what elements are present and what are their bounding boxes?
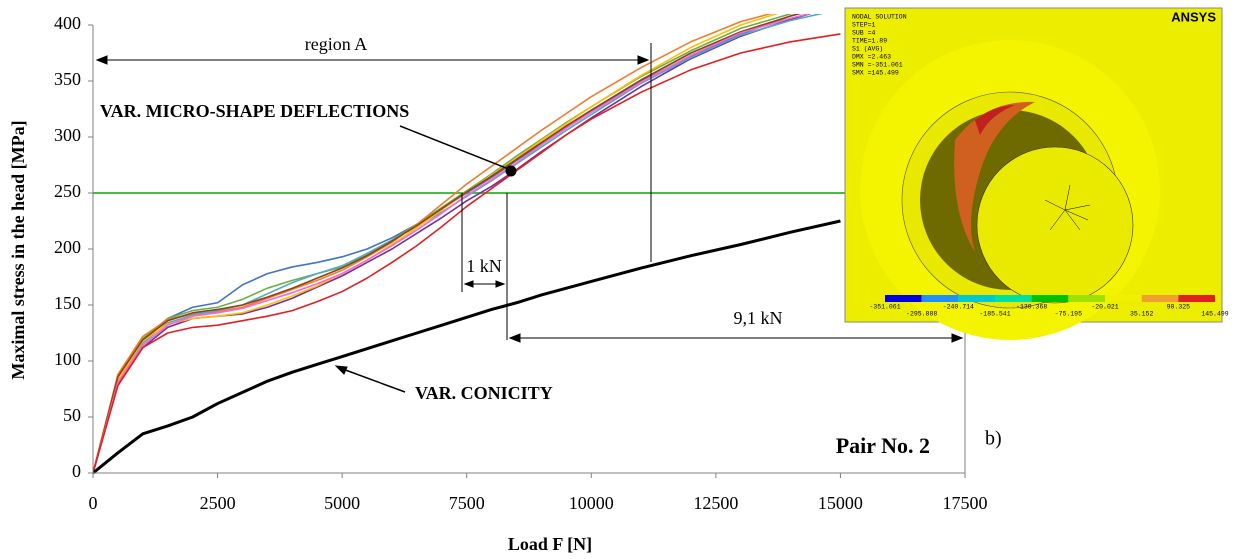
inset-header: SMN =-351.061 <box>852 62 903 69</box>
colorbar-label: -240.714 <box>943 304 974 311</box>
annotation: 9,1 kN <box>734 308 783 328</box>
series-line <box>93 9 840 473</box>
colorbar-swatch <box>1178 295 1215 302</box>
y-tick-label: 150 <box>54 293 81 313</box>
inset-header: NODAL SOLUTION <box>852 14 907 21</box>
inset-header: DMX =2.463 <box>852 54 891 61</box>
colorbar-label: -351.061 <box>869 304 900 311</box>
x-axis-title: Load F [N] <box>508 534 592 554</box>
colorbar-label: -185.541 <box>979 311 1010 318</box>
colorbar-swatch <box>1142 295 1179 302</box>
colorbar-swatch <box>1032 295 1069 302</box>
y-tick-label: 0 <box>72 461 81 481</box>
x-tick-label: 10000 <box>569 493 614 513</box>
inset-logo: ANSYS <box>1171 9 1216 24</box>
annotation: 1 kN <box>466 256 502 276</box>
y-tick-label: 50 <box>63 405 81 425</box>
y-axis-title: Maximal stress in the head [MPa] <box>8 120 28 379</box>
colorbar-label: -130.368 <box>1016 304 1047 311</box>
y-tick-label: 250 <box>54 181 81 201</box>
colorbar-label: -295.888 <box>906 311 937 318</box>
x-tick-label: 5000 <box>324 493 360 513</box>
colorbar-swatch <box>1068 295 1105 302</box>
inset-header: TIME=1.89 <box>852 38 887 45</box>
y-tick-label: 100 <box>54 349 81 369</box>
annotation: b) <box>985 428 1002 450</box>
arrow-head <box>336 366 347 374</box>
colorbar-label: -20.021 <box>1091 304 1118 311</box>
x-tick-label: 2500 <box>200 493 236 513</box>
y-tick-label: 200 <box>54 237 81 257</box>
colorbar-swatch <box>958 295 995 302</box>
chart: Load F [N] Maximal stress in the head [M… <box>0 0 1245 559</box>
colorbar-label: 145.499 <box>1201 311 1228 318</box>
annotation: VAR. CONICITY <box>415 383 553 403</box>
y-tick-label: 300 <box>54 125 81 145</box>
x-tick-label: 12500 <box>693 493 738 513</box>
colorbar-label: 90.325 <box>1167 304 1191 311</box>
annotations <box>97 43 962 392</box>
inset-header: SMX =145.499 <box>852 70 899 77</box>
colorbar-label: -75.195 <box>1055 311 1082 318</box>
pointer-line <box>400 126 511 170</box>
y-tick-label: 350 <box>54 69 81 89</box>
series-line <box>93 34 840 473</box>
inset-header: S1 (AVG) <box>852 46 883 53</box>
x-tick-label: 17500 <box>943 493 988 513</box>
colorbar-swatch <box>922 295 959 302</box>
annotation: Pair No. 2 <box>836 433 930 458</box>
x-tick-label: 0 <box>89 493 98 513</box>
inset-header: SUB =4 <box>852 30 876 37</box>
inset-header: STEP=1 <box>852 22 876 29</box>
colorbar-swatch <box>995 295 1032 302</box>
colorbar-swatch <box>885 295 922 302</box>
pointer-line <box>340 368 405 392</box>
annotation: VAR. MICRO-SHAPE DEFLECTIONS <box>100 101 409 121</box>
annotation: region A <box>305 34 368 54</box>
x-tick-label: 7500 <box>449 493 485 513</box>
pointer-dot <box>506 166 516 176</box>
colorbar-label: 35.152 <box>1130 311 1154 318</box>
x-tick-label: 15000 <box>818 493 863 513</box>
colorbar-swatch <box>1105 295 1142 302</box>
inner-surface <box>977 147 1133 303</box>
y-tick-label: 400 <box>54 13 81 33</box>
